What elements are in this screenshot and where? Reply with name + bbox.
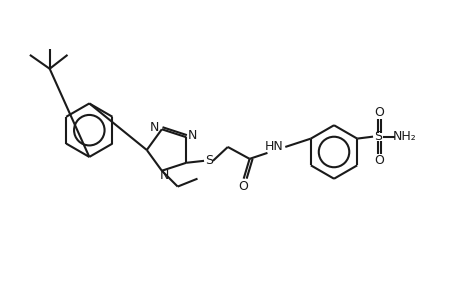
Text: N: N	[150, 121, 159, 134]
Text: HN: HN	[264, 140, 283, 154]
Text: N: N	[187, 129, 196, 142]
Text: O: O	[373, 154, 383, 167]
Text: O: O	[373, 106, 383, 119]
Text: S: S	[205, 154, 213, 167]
Text: NH₂: NH₂	[392, 130, 416, 143]
Text: O: O	[238, 180, 248, 193]
Text: S: S	[373, 130, 381, 143]
Text: N: N	[160, 169, 169, 182]
